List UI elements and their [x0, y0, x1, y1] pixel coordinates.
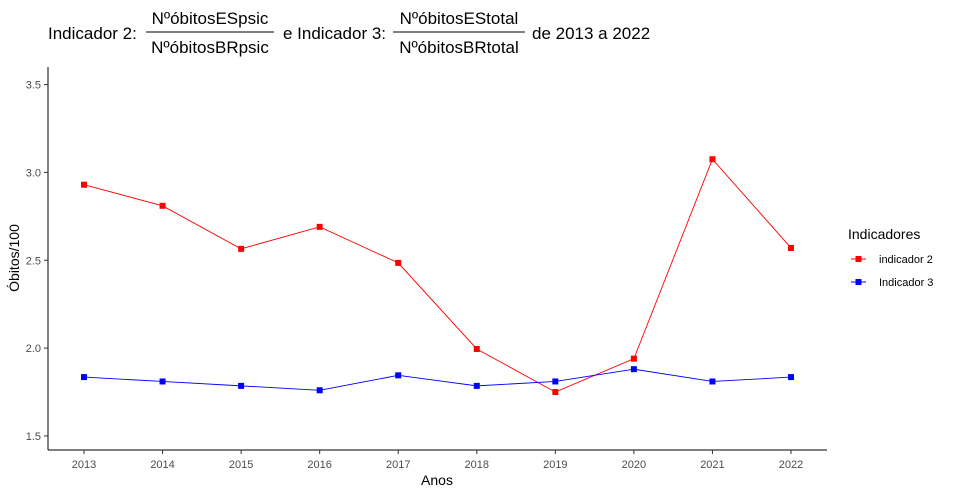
data-point: [238, 382, 245, 389]
data-point: [316, 387, 323, 394]
data-point: [709, 156, 716, 163]
legend-key-marker: [855, 279, 862, 285]
x-tick-label: 2021: [700, 459, 724, 471]
data-point: [630, 366, 637, 373]
series-1: [81, 156, 794, 396]
data-point: [552, 389, 559, 396]
data-point: [788, 244, 794, 251]
chart-title: Indicador 2: NºóbitosESpsic NºóbitosBRps…: [48, 9, 650, 57]
legend-key-marker: [855, 256, 862, 262]
data-point: [395, 372, 402, 379]
series-line: [83, 368, 792, 391]
data-point: [473, 382, 480, 389]
x-tick-label: 2020: [622, 459, 646, 471]
x-tick-label: 2014: [150, 459, 174, 471]
data-point: [473, 345, 480, 352]
x-axis-title: Anos: [421, 472, 453, 488]
legend-item: indicador 2: [851, 254, 933, 266]
title-fraction1-numerator: NºóbitosESpsic: [152, 9, 269, 28]
data-point: [238, 245, 245, 252]
title-fraction2-numerator: NºóbitosEStotal: [400, 9, 519, 28]
x-tick-label: 2019: [543, 459, 567, 471]
series-layer: [81, 156, 794, 396]
series-line: [83, 158, 792, 393]
x-tick-label: 2022: [779, 459, 803, 471]
x-tick-label: 2013: [72, 459, 96, 471]
y-tick-label: 3.5: [26, 80, 41, 92]
x-tick-label: 2017: [386, 459, 410, 471]
data-point: [552, 378, 559, 385]
title-prefix: Indicador 2:: [48, 24, 137, 43]
legend-label: indicador 2: [879, 254, 933, 266]
x-ticks: 2013 2014 2015 2016 2017 2018 2019 2020 2021 2022: [72, 450, 803, 471]
legend-item: Indicador 3: [851, 277, 933, 289]
data-point: [159, 202, 166, 209]
data-point: [630, 355, 637, 362]
legend-label: Indicador 3: [879, 277, 933, 289]
data-point: [709, 378, 716, 385]
x-tick-label: 2018: [465, 459, 489, 471]
title-fraction1-denominator: NºóbitosBRpsic: [151, 38, 269, 57]
title-suffix: de 2013 a 2022: [532, 24, 650, 43]
legend-items: indicador 2 Indicador 3: [851, 254, 933, 289]
y-tick-label: 3.0: [26, 167, 41, 179]
axes: [47, 67, 827, 451]
data-point: [81, 374, 87, 381]
y-axis-title: Óbitos/100: [6, 224, 22, 292]
y-tick-label: 2.5: [26, 255, 41, 267]
title-middle: e Indicador 3:: [283, 24, 386, 43]
y-tick-label: 1.5: [26, 431, 41, 443]
x-tick-label: 2015: [229, 459, 253, 471]
title-fraction2-denominator: NºóbitosBRtotal: [399, 38, 519, 57]
legend-title: Indicadores: [848, 226, 920, 242]
legend: Indicadores indicador 2 Indicador 3: [848, 226, 933, 289]
y-ticks: 1.5 2.0 2.5 3.0 3.5: [26, 80, 48, 443]
data-point: [316, 223, 323, 230]
y-tick-label: 2.0: [26, 343, 41, 355]
data-point: [788, 374, 794, 381]
x-tick-label: 2016: [307, 459, 331, 471]
data-point: [159, 378, 166, 385]
data-point: [395, 259, 402, 266]
data-point: [81, 181, 87, 188]
series-2: [81, 366, 794, 394]
